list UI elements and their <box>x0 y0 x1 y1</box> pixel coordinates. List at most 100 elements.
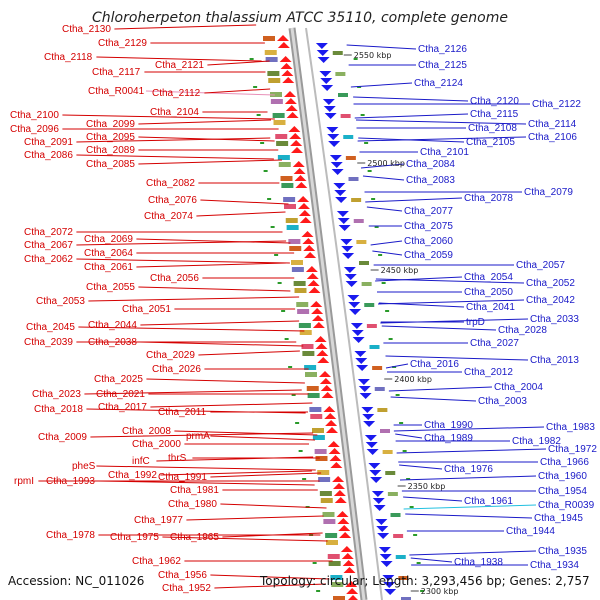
right-gene-label[interactable]: Ctha_2125 <box>418 60 467 71</box>
left-gene-label[interactable]: Ctha_2008 <box>122 426 171 437</box>
right-gene-label[interactable]: Ctha_2012 <box>464 367 513 378</box>
right-gene-label[interactable]: Ctha_1983 <box>546 422 595 433</box>
right-gene-label[interactable]: Ctha_2003 <box>478 396 527 407</box>
left-gene-label[interactable]: Ctha_2076 <box>148 195 197 206</box>
right-gene-label[interactable]: Ctha_1938 <box>454 557 503 568</box>
right-gene-label[interactable]: Ctha_2105 <box>466 137 515 148</box>
left-gene-label[interactable]: Ctha_2121 <box>155 60 204 71</box>
left-gene-label[interactable]: Ctha_2085 <box>86 159 135 170</box>
left-gene-label[interactable]: Ctha_2117 <box>92 67 141 78</box>
right-gene-label[interactable]: Ctha_2041 <box>466 302 515 313</box>
right-gene-label[interactable]: Ctha_1945 <box>534 513 583 524</box>
left-gene-label[interactable]: Ctha_2091 <box>24 137 73 148</box>
left-gene-label[interactable]: Ctha_2130 <box>62 24 111 35</box>
left-gene-label[interactable]: Ctha_2055 <box>86 282 135 293</box>
left-gene-label[interactable]: Ctha_2011 <box>158 407 207 418</box>
left-gene-label[interactable]: Ctha_2029 <box>146 350 195 361</box>
left-gene-label[interactable]: Ctha_1993 <box>46 476 95 487</box>
left-gene-label[interactable]: Ctha_2100 <box>10 110 59 121</box>
right-gene-label[interactable]: Ctha_2027 <box>470 338 519 349</box>
left-gene-label[interactable]: Ctha_2074 <box>144 211 193 222</box>
left-gene-label[interactable]: infC <box>132 456 150 467</box>
right-gene-label[interactable]: Ctha_2120 <box>470 96 519 107</box>
right-gene-label[interactable]: Ctha_2115 <box>470 109 519 120</box>
right-gene-label[interactable]: Ctha_2078 <box>464 193 513 204</box>
right-gene-label[interactable]: Ctha_2083 <box>406 175 455 186</box>
right-gene-label[interactable]: Ctha_2052 <box>526 278 575 289</box>
left-gene-label[interactable]: Ctha_R0041 <box>88 86 145 97</box>
right-gene-label[interactable]: Ctha_2054 <box>464 272 513 283</box>
right-gene-label[interactable]: Ctha_1944 <box>506 526 555 537</box>
left-gene-label[interactable]: Ctha_2039 <box>24 337 73 348</box>
right-gene-label[interactable]: Ctha_1990 <box>424 420 473 431</box>
left-gene-label[interactable]: Ctha_2082 <box>146 178 195 189</box>
right-gene-label[interactable]: Ctha_1982 <box>512 436 561 447</box>
left-gene-label[interactable]: Ctha_2104 <box>150 107 199 118</box>
left-gene-label[interactable]: Ctha_2099 <box>86 119 135 130</box>
left-gene-label[interactable]: Ctha_2021 <box>96 389 145 400</box>
left-gene-label[interactable]: thrS <box>168 453 187 464</box>
left-gene-label[interactable]: Ctha_1975 <box>110 532 159 543</box>
left-gene-label[interactable]: Ctha_2118 <box>44 52 93 63</box>
left-gene-label[interactable]: Ctha_2000 <box>132 439 181 450</box>
left-gene-label[interactable]: Ctha_1980 <box>168 499 217 510</box>
right-gene-label[interactable]: Ctha_2108 <box>468 123 517 134</box>
right-gene-label[interactable]: Ctha_2101 <box>420 147 469 158</box>
right-gene-label[interactable]: Ctha_1961 <box>464 496 513 507</box>
left-gene-label[interactable]: Ctha_1977 <box>134 515 183 526</box>
left-gene-label[interactable]: Ctha_2061 <box>84 262 133 273</box>
right-gene-label[interactable]: Ctha_2004 <box>494 382 543 393</box>
right-gene-label[interactable]: Ctha_1934 <box>530 560 579 571</box>
left-gene-label[interactable]: Ctha_1956 <box>158 570 207 581</box>
right-gene-label[interactable]: Ctha_2057 <box>516 260 565 271</box>
right-gene-label[interactable]: Ctha_1960 <box>538 471 587 482</box>
left-gene-label[interactable]: Ctha_2018 <box>34 404 83 415</box>
right-gene-label[interactable]: Ctha_1935 <box>538 546 587 557</box>
right-gene-label[interactable]: Ctha_2077 <box>404 206 453 217</box>
left-gene-label[interactable]: pheS <box>72 461 96 472</box>
right-gene-label[interactable]: Ctha_1976 <box>444 464 493 475</box>
left-gene-label[interactable]: Ctha_1992 <box>108 470 157 481</box>
right-gene-label[interactable]: trpD <box>466 317 485 328</box>
right-gene-label[interactable]: Ctha_R0039 <box>538 500 595 511</box>
left-gene-label[interactable]: Ctha_1991 <box>158 472 207 483</box>
left-gene-label[interactable]: Ctha_2096 <box>10 124 59 135</box>
right-gene-label[interactable]: Ctha_2126 <box>418 44 467 55</box>
left-gene-label[interactable]: Ctha_2062 <box>24 254 73 265</box>
right-gene-label[interactable]: Ctha_2050 <box>464 287 513 298</box>
right-gene-label[interactable]: Ctha_1954 <box>538 486 587 497</box>
right-gene-label[interactable]: Ctha_2042 <box>526 295 575 306</box>
right-gene-label[interactable]: Ctha_2122 <box>532 99 581 110</box>
left-gene-label[interactable]: Ctha_2089 <box>86 145 135 156</box>
right-gene-label[interactable]: Ctha_2106 <box>528 132 577 143</box>
left-gene-label[interactable]: Ctha_2023 <box>32 389 81 400</box>
left-gene-label[interactable]: Ctha_2112 <box>152 88 201 99</box>
left-gene-label[interactable]: Ctha_2017 <box>98 402 147 413</box>
right-gene-label[interactable]: Ctha_2060 <box>404 236 453 247</box>
right-gene-label[interactable]: Ctha_2124 <box>414 78 463 89</box>
right-gene-label[interactable]: Ctha_2114 <box>528 119 577 130</box>
left-gene-label[interactable]: Ctha_2129 <box>98 38 147 49</box>
left-gene-label[interactable]: Ctha_2045 <box>26 322 75 333</box>
left-gene-label[interactable]: Ctha_1978 <box>46 530 95 541</box>
left-gene-label[interactable]: Ctha_2053 <box>36 296 85 307</box>
left-gene-label[interactable]: Ctha_2069 <box>84 234 133 245</box>
left-gene-label[interactable]: Ctha_2051 <box>122 304 171 315</box>
left-gene-label[interactable]: Ctha_2056 <box>150 273 199 284</box>
right-gene-label[interactable]: Ctha_1989 <box>424 433 473 444</box>
right-gene-label[interactable]: Ctha_2084 <box>406 159 455 170</box>
left-gene-label[interactable]: Ctha_2067 <box>24 240 73 251</box>
right-gene-label[interactable]: Ctha_1972 <box>548 444 597 455</box>
right-gene-label[interactable]: Ctha_2013 <box>530 355 579 366</box>
left-gene-label[interactable]: Ctha_2025 <box>94 374 143 385</box>
left-gene-label[interactable]: Ctha_1962 <box>132 556 181 567</box>
left-gene-label[interactable]: Ctha_2026 <box>152 364 201 375</box>
right-gene-label[interactable]: Ctha_2079 <box>524 187 573 198</box>
left-gene-label[interactable]: Ctha_2009 <box>38 432 87 443</box>
left-gene-label[interactable]: Ctha_2095 <box>86 132 135 143</box>
left-gene-label[interactable]: Ctha_2086 <box>24 150 73 161</box>
right-gene-label[interactable]: Ctha_2059 <box>404 250 453 261</box>
left-gene-label[interactable]: prmA <box>186 431 210 442</box>
right-gene-label[interactable]: Ctha_2016 <box>410 359 459 370</box>
left-gene-label[interactable]: Ctha_1981 <box>170 485 219 496</box>
